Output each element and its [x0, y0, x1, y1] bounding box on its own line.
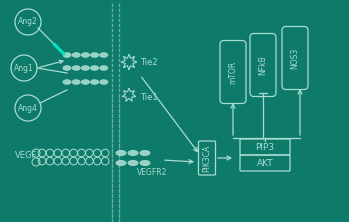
Ellipse shape [128, 151, 138, 155]
Ellipse shape [140, 151, 150, 155]
Text: NOS3: NOS3 [290, 47, 299, 69]
Text: VEGFR2: VEGFR2 [137, 168, 167, 177]
Ellipse shape [116, 151, 126, 155]
Text: Tie2: Tie2 [140, 57, 158, 67]
Text: AKT: AKT [257, 159, 273, 168]
Ellipse shape [63, 80, 71, 84]
Ellipse shape [81, 53, 89, 57]
Ellipse shape [81, 80, 89, 84]
Text: Tie1: Tie1 [140, 93, 158, 101]
Text: PIP3: PIP3 [255, 143, 275, 151]
Ellipse shape [63, 53, 71, 57]
Ellipse shape [140, 161, 150, 165]
Text: Ang1: Ang1 [14, 63, 34, 73]
Ellipse shape [72, 66, 80, 70]
Ellipse shape [91, 66, 99, 70]
Ellipse shape [91, 53, 99, 57]
Ellipse shape [100, 53, 108, 57]
Text: VEGF: VEGF [15, 151, 37, 159]
Ellipse shape [116, 161, 126, 165]
Ellipse shape [91, 80, 99, 84]
Ellipse shape [63, 66, 71, 70]
Text: NFkB: NFkB [259, 55, 267, 75]
Ellipse shape [100, 66, 108, 70]
Text: mTOR: mTOR [229, 60, 238, 84]
Text: Ang2: Ang2 [18, 18, 38, 26]
Ellipse shape [72, 80, 80, 84]
Ellipse shape [81, 66, 89, 70]
Text: Ang4: Ang4 [18, 103, 38, 113]
Ellipse shape [100, 80, 108, 84]
Ellipse shape [128, 161, 138, 165]
Ellipse shape [72, 53, 80, 57]
Text: PIK3CA: PIK3CA [202, 144, 211, 172]
